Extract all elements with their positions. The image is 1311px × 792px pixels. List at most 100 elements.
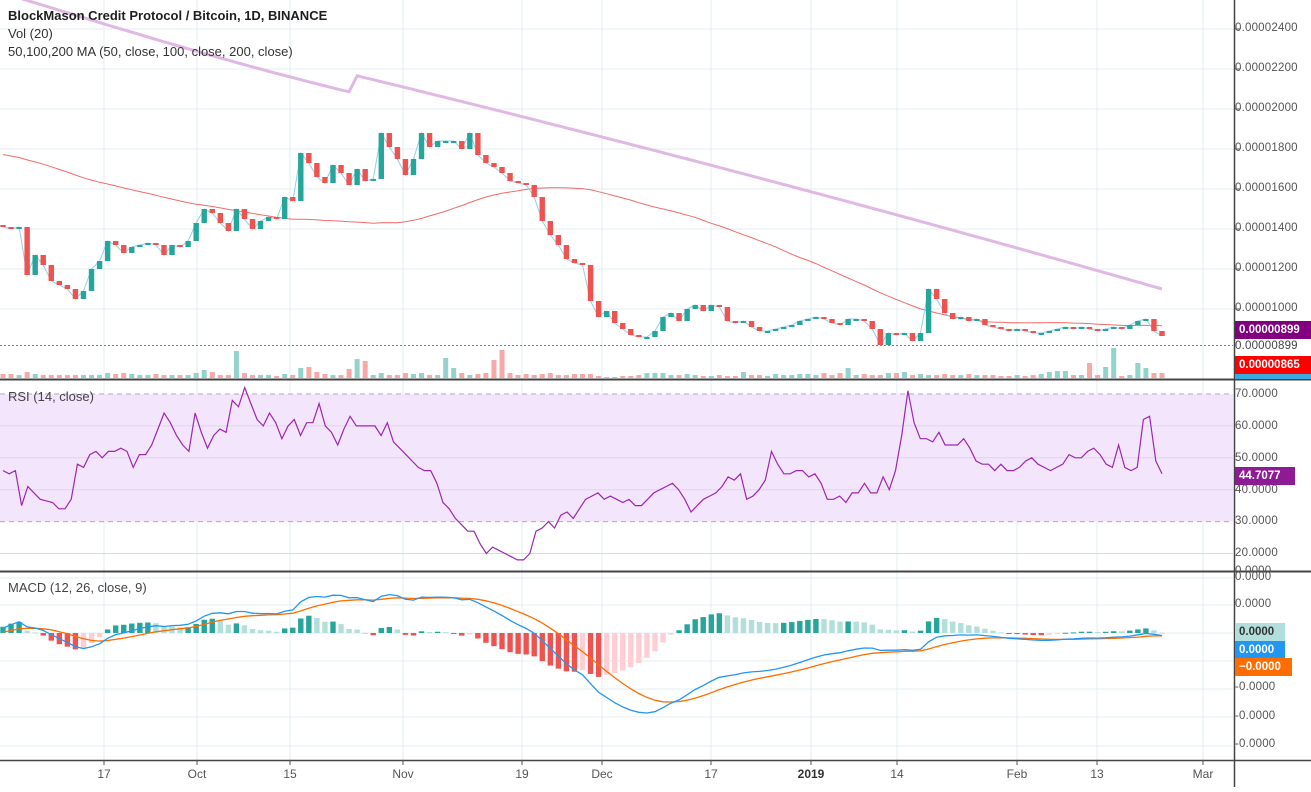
macd-histogram-bar (1006, 633, 1012, 634)
macd-histogram-bar (451, 633, 457, 634)
macd-histogram-bar (386, 626, 393, 633)
candle (40, 255, 46, 265)
volume-bar (523, 374, 529, 378)
macd-histogram-bar (201, 619, 207, 633)
volume-bar (1079, 375, 1085, 378)
macd-histogram-bar (112, 625, 119, 633)
candle (1030, 331, 1036, 333)
volume-bar (233, 351, 239, 378)
candle (80, 291, 87, 299)
macd-histogram-bar (684, 624, 690, 633)
volume-bar (982, 375, 988, 378)
macd-histogram-bar (644, 633, 650, 658)
price-axis-label: 0.00001800 (1235, 142, 1298, 154)
volume-bar (185, 375, 191, 378)
candle (555, 235, 562, 245)
volume-bar (805, 374, 811, 378)
volume-bar (942, 374, 948, 378)
candle (145, 243, 151, 245)
volume-bar (845, 368, 851, 378)
volume-bar (926, 375, 932, 378)
volume-bar (515, 375, 521, 378)
macd-histogram-bar (354, 629, 360, 633)
candle (72, 289, 79, 299)
volume-bar (1087, 363, 1093, 378)
candle (314, 163, 320, 177)
rsi-axis-label: 0.0000 (1235, 565, 1272, 572)
volume-bar (217, 375, 223, 378)
macd-histogram-bar (177, 627, 183, 633)
signal-line (2, 597, 1162, 703)
volume-bar (901, 372, 907, 378)
macd-histogram-bar (789, 622, 795, 633)
volume-bar (1119, 376, 1125, 378)
volume-bar (700, 376, 706, 378)
volume-bar (290, 375, 296, 378)
macd-histogram-bar (161, 626, 167, 633)
macd-histogram-bar (72, 633, 79, 650)
volume-bar (708, 376, 714, 378)
candle (241, 209, 248, 219)
volume-bar (612, 377, 618, 378)
volume-bar (1022, 376, 1028, 378)
macd-histogram-bar (48, 633, 54, 641)
candle (249, 219, 256, 229)
macd-indicator-label[interactable]: MACD (12, 26, close, 9) (8, 580, 147, 595)
volume-bar (459, 373, 465, 378)
candle (426, 133, 433, 147)
macd-histogram-bar (257, 630, 264, 633)
volume-bar (177, 375, 183, 378)
macd-histogram-bar (845, 621, 851, 633)
volume-bar (1054, 371, 1060, 378)
macd-histogram-bar (1046, 633, 1053, 635)
macd-histogram-bar (96, 633, 103, 638)
macd-histogram-bar (1062, 632, 1069, 634)
candle (684, 309, 690, 321)
price-axis-label: 0.00001400 (1235, 222, 1298, 234)
candle (434, 141, 441, 147)
macd-histogram-bar (595, 633, 602, 677)
volume-bar (483, 373, 489, 378)
candle (523, 183, 529, 185)
macd-histogram-bar (434, 631, 441, 633)
volume-bar (1038, 374, 1044, 378)
volume-bar (16, 375, 22, 378)
volume-bar (853, 375, 859, 378)
rsi-axis-label: 30.0000 (1235, 515, 1278, 527)
time-axis-label: 17 (97, 767, 111, 781)
volume-bar (644, 373, 650, 378)
candle (877, 329, 883, 345)
candle (909, 333, 916, 341)
volume-indicator-label[interactable]: Vol (20) (8, 26, 53, 41)
volume-bar (1143, 368, 1149, 378)
rsi-indicator-label[interactable]: RSI (14, close) (8, 389, 94, 404)
volume-bar (990, 375, 996, 378)
candle (893, 333, 900, 335)
candle (958, 317, 964, 319)
volume-bar (1159, 373, 1165, 378)
candle (813, 317, 819, 319)
candle (531, 185, 537, 197)
volume-bar (789, 375, 795, 378)
volume-bar (410, 374, 416, 378)
volume-bar (97, 375, 103, 378)
macd-histogram-bar (1151, 630, 1157, 633)
symbol-title[interactable]: BlockMason Credit Protocol / Bitcoin, 1D… (8, 8, 328, 23)
volume-bar (241, 373, 247, 378)
volume-bar (467, 375, 473, 378)
macd-histogram-bar (418, 631, 425, 633)
volume-bar (596, 376, 602, 378)
candle (265, 217, 272, 221)
macd-histogram-bar (1159, 632, 1165, 634)
macd-histogram-bar (362, 632, 368, 634)
macd-histogram-bar (990, 630, 996, 633)
macd-histogram-bar (974, 626, 980, 633)
volume-bar (934, 375, 940, 378)
candle (1135, 321, 1141, 325)
macd-histogram-bar (724, 615, 731, 633)
ma-indicator-label[interactable]: 50,100,200 MA (50, close, 100, close, 20… (8, 44, 293, 59)
macd-histogram-bar (781, 622, 787, 633)
candle (378, 133, 384, 179)
